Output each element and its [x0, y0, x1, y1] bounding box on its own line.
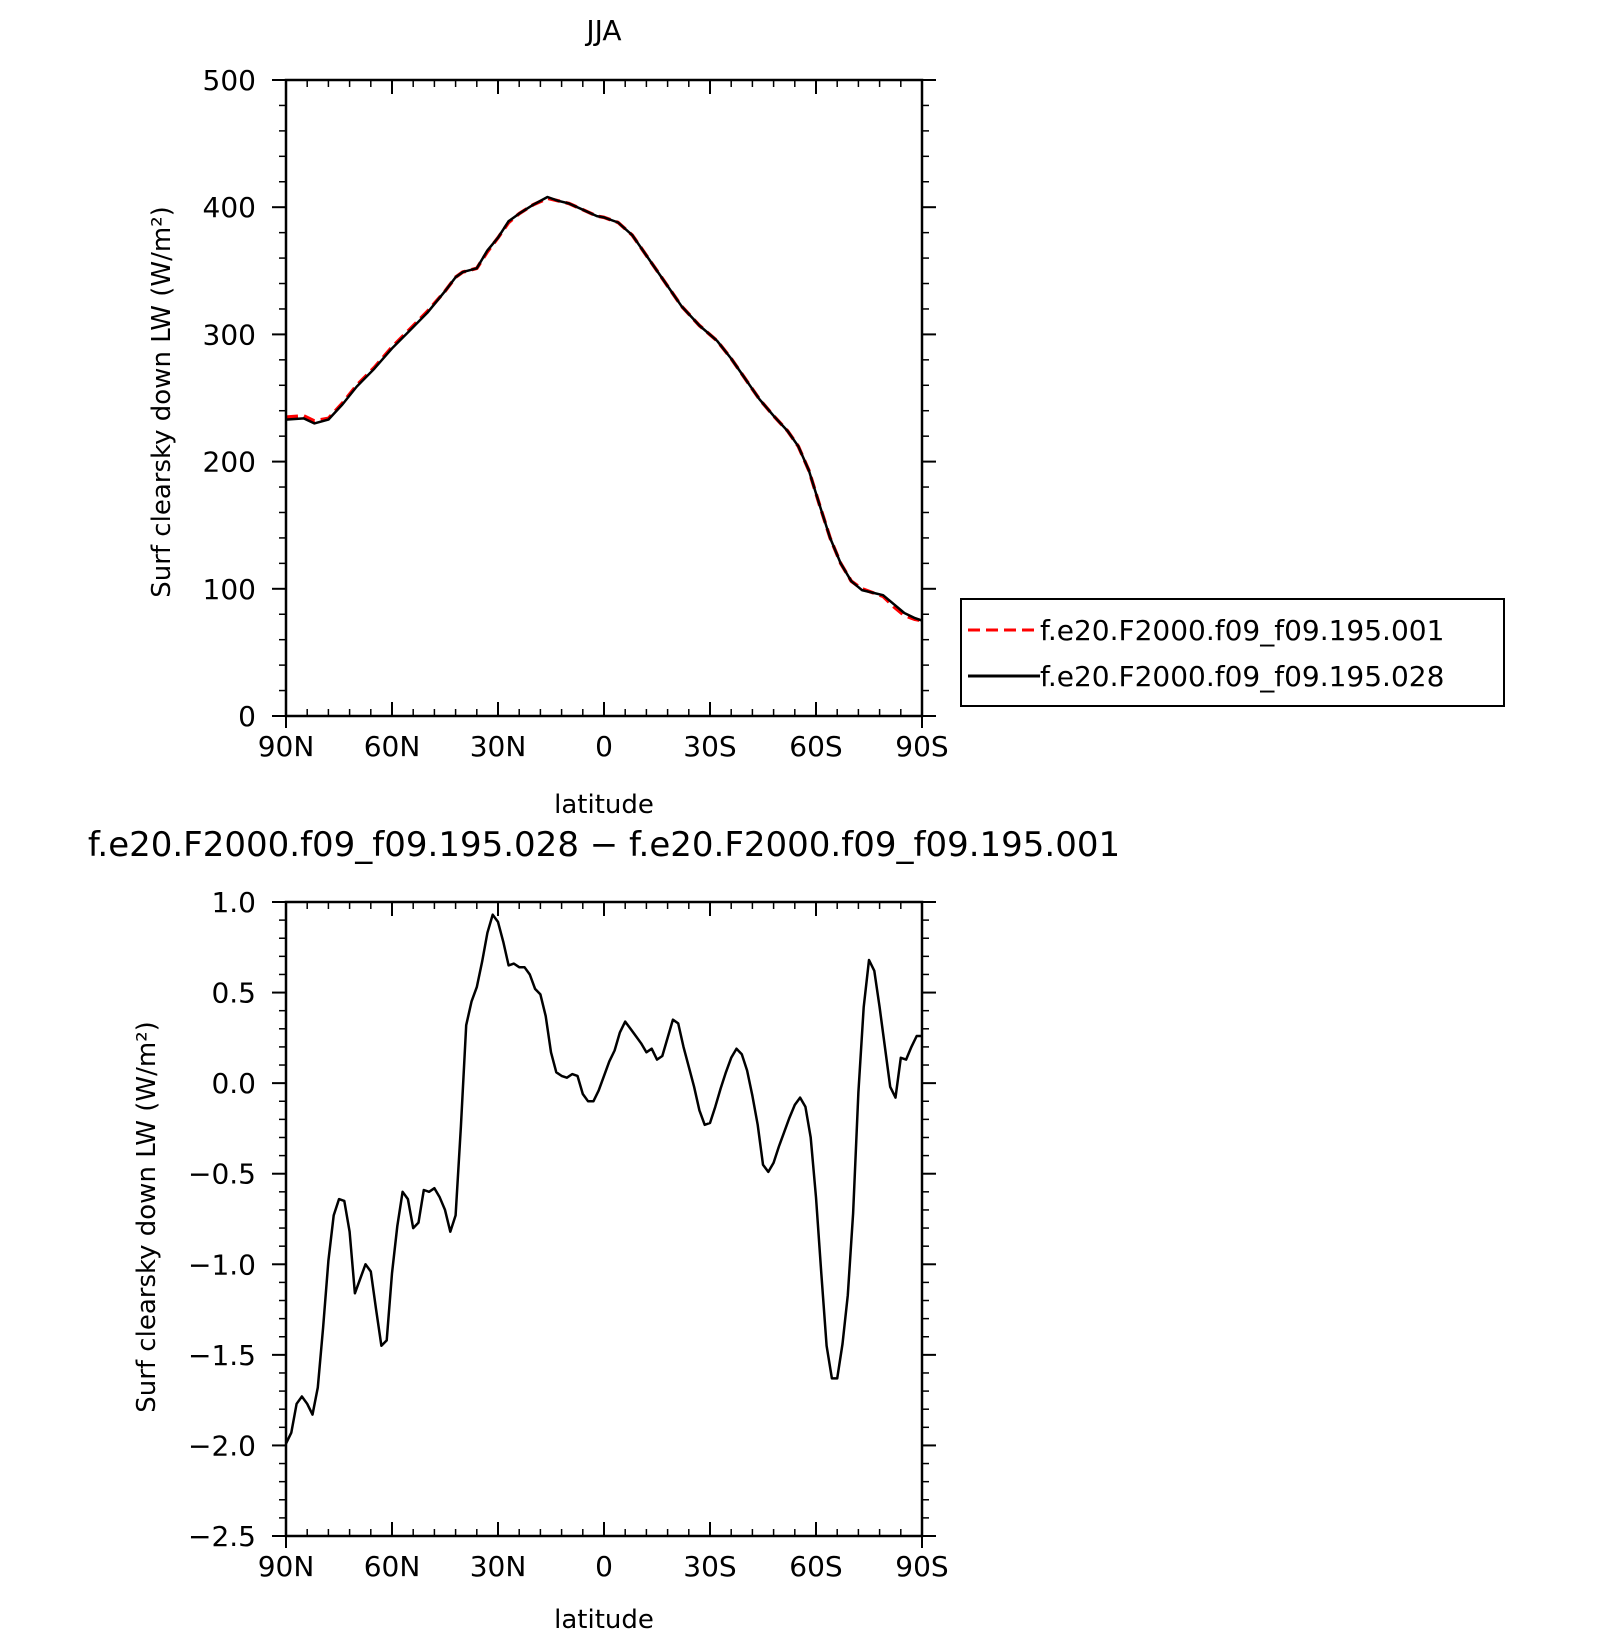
legend-label-series-001: f.e20.F2000.f09_f09.195.001 — [1040, 614, 1444, 647]
x-tick-label: 60S — [789, 1550, 842, 1583]
x-tick-label: 30N — [470, 730, 527, 763]
x-tick-label: 90S — [895, 1550, 948, 1583]
y-tick-label: 0 — [238, 700, 256, 733]
x-tick-label: 90N — [258, 1550, 315, 1583]
y-tick-label: 1.0 — [211, 886, 256, 919]
y-tick-label: −1.5 — [188, 1339, 256, 1372]
top-panel: JJA latitude Surf clearsky down LW (W/m²… — [147, 14, 949, 820]
x-tick-label: 30S — [683, 730, 736, 763]
bottom-chart-title: f.e20.F2000.f09_f09.195.028 − f.e20.F200… — [88, 825, 1120, 865]
legend: f.e20.F2000.f09_f09.195.001 f.e20.F2000.… — [960, 598, 1505, 707]
top-y-axis-label: Surf clearsky down LW (W/m²) — [147, 206, 177, 598]
y-tick-label: −0.5 — [188, 1158, 256, 1191]
x-tick-label: 90S — [895, 730, 948, 763]
y-tick-label: 100 — [203, 573, 256, 606]
y-tick-label: 0.0 — [211, 1067, 256, 1100]
bottom-plot-frame — [284, 900, 924, 1538]
y-tick-label: 300 — [203, 318, 256, 351]
bottom-x-axis-label: latitude — [554, 1605, 654, 1635]
y-tick-label: 0.5 — [211, 977, 256, 1010]
bottom-series-lines — [284, 913, 922, 1445]
x-tick-label: 60N — [364, 1550, 421, 1583]
y-tick-label: 400 — [203, 191, 256, 224]
bottom-y-axis-label: Surf clearsky down LW (W/m²) — [132, 1021, 162, 1413]
top-series-lines — [285, 195, 923, 623]
bottom-panel: f.e20.F2000.f09_f09.195.028 − f.e20.F200… — [88, 825, 1120, 1635]
y-tick-label: −2.0 — [188, 1429, 256, 1462]
y-tick-label: −1.0 — [188, 1248, 256, 1281]
y-tick-label: 200 — [203, 446, 256, 479]
top-plot-frame — [284, 78, 924, 718]
y-tick-label: −2.5 — [188, 1520, 256, 1553]
series-line-0-1 — [285, 195, 923, 622]
x-tick-label: 0 — [595, 1550, 613, 1583]
top-chart-title: JJA — [584, 14, 621, 47]
series-line-0-0 — [285, 196, 923, 623]
top-x-axis-label: latitude — [554, 790, 654, 820]
x-tick-label: 60S — [789, 730, 842, 763]
x-tick-label: 30N — [470, 1550, 527, 1583]
legend-box — [960, 598, 1505, 707]
top-axis-ticks: 90N 60N 30N 0 30S 60S 90S 0 100 200 300 400 500 — [203, 64, 949, 763]
y-tick-label: 500 — [203, 64, 256, 97]
x-tick-label: 60N — [364, 730, 421, 763]
x-tick-label: 0 — [595, 730, 613, 763]
series-line-1-0 — [284, 913, 922, 1445]
legend-label-series-028: f.e20.F2000.f09_f09.195.028 — [1040, 660, 1444, 693]
x-tick-label: 30S — [683, 1550, 736, 1583]
x-tick-label: 90N — [258, 730, 315, 763]
bottom-axis-ticks: 90N 60N 30N 0 30S 60S 90S −2.5 −2.0 −1.5 −1.0 −0.5 0… — [188, 886, 949, 1583]
